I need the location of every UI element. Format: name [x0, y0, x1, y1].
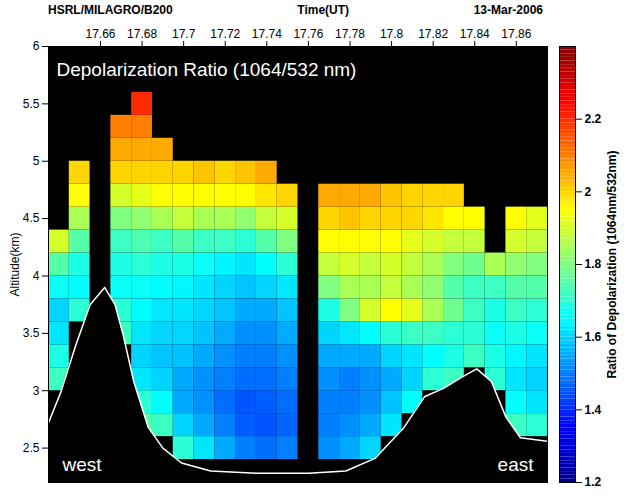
svg-text:17.7: 17.7: [172, 27, 196, 41]
svg-text:17.74: 17.74: [252, 27, 282, 41]
svg-text:17.76: 17.76: [293, 27, 323, 41]
svg-text:1.6: 1.6: [585, 330, 602, 344]
svg-text:17.82: 17.82: [418, 27, 448, 41]
svg-text:17.8: 17.8: [380, 27, 404, 41]
svg-text:5.5: 5.5: [23, 97, 40, 111]
svg-text:1.2: 1.2: [585, 475, 602, 489]
svg-text:17.78: 17.78: [335, 27, 365, 41]
svg-text:6: 6: [33, 39, 40, 53]
svg-text:3: 3: [33, 384, 40, 398]
svg-text:Ratio of Depolarization (1064n: Ratio of Depolarization (1064nm/532nm): [605, 150, 619, 378]
svg-text:17.86: 17.86: [501, 27, 531, 41]
svg-text:Altitude(km): Altitude(km): [8, 232, 22, 296]
svg-text:17.84: 17.84: [460, 27, 490, 41]
svg-text:4: 4: [33, 269, 40, 283]
svg-text:17.72: 17.72: [210, 27, 240, 41]
svg-text:2: 2: [585, 185, 592, 199]
svg-text:3.5: 3.5: [23, 326, 40, 340]
svg-text:east: east: [498, 454, 535, 475]
svg-text:17.68: 17.68: [127, 27, 157, 41]
svg-text:4.5: 4.5: [23, 211, 40, 225]
svg-text:1.8: 1.8: [585, 257, 602, 271]
svg-text:17.66: 17.66: [85, 27, 115, 41]
html-text:13-Mar-2006: 13-Mar-2006: [473, 3, 543, 17]
svg-text:2.5: 2.5: [23, 441, 40, 455]
html-text:Time(UT): Time(UT): [297, 3, 349, 17]
html-text:HSRL/MILAGRO/B200: HSRL/MILAGRO/B200: [48, 3, 173, 17]
svg-text:2.2: 2.2: [585, 112, 602, 126]
svg-text:west: west: [62, 454, 103, 475]
svg-text:1.4: 1.4: [585, 403, 602, 417]
svg-text:5: 5: [33, 154, 40, 168]
svg-text:Depolarization Ratio (1064/532: Depolarization Ratio (1064/532 nm): [57, 59, 357, 80]
